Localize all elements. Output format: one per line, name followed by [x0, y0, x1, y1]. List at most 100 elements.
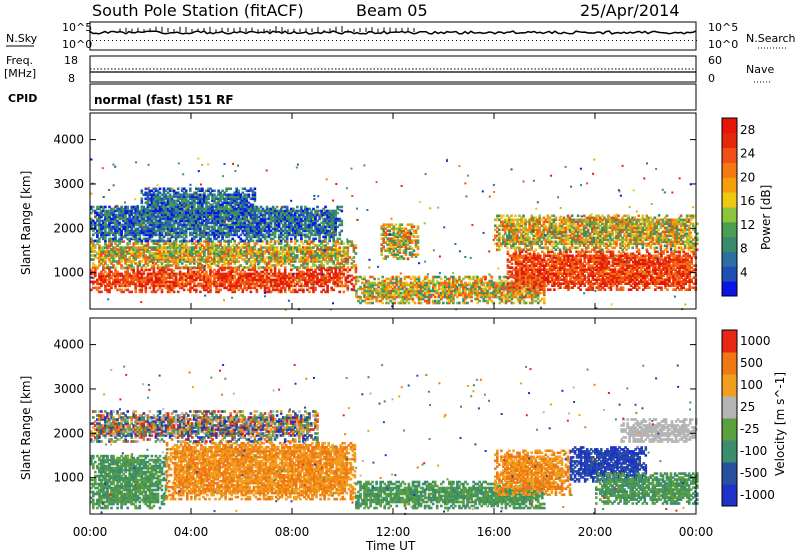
- heatmap-cell: [108, 282, 111, 286]
- heatmap-cell: [156, 280, 160, 284]
- heatmap-cell: [308, 290, 311, 294]
- nsearch-dot: [196, 40, 197, 41]
- heatmap-cell: [227, 278, 230, 282]
- heatmap-cell: [124, 254, 127, 257]
- heatmap-cell: [120, 272, 123, 276]
- nsearch-dot: [312, 40, 313, 41]
- heatmap-cell: [231, 274, 234, 278]
- heatmap-cell: [98, 250, 101, 253]
- heatmap-cell: [251, 266, 255, 270]
- heatmap-cell: [269, 282, 273, 286]
- heatmap-cell: [199, 264, 202, 267]
- heatmap-cell: [150, 260, 154, 263]
- heatmap-cell: [144, 278, 148, 282]
- heatmap-cell: [221, 217, 224, 220]
- heatmap-cell: [166, 264, 170, 267]
- heatmap-cell: [316, 276, 319, 280]
- heatmap-cell: [124, 272, 127, 276]
- heatmap-cell: [104, 258, 107, 261]
- heatmap-cell: [187, 240, 190, 243]
- heatmap-cell: [166, 290, 170, 294]
- nsearch-dot: [264, 40, 265, 41]
- heatmap-cell: [294, 290, 297, 294]
- heatmap-cell: [241, 278, 245, 282]
- heatmap-cell: [144, 288, 148, 292]
- heatmap-cell: [381, 275, 384, 279]
- heatmap-cell: [193, 280, 196, 284]
- heatmap-cell: [195, 266, 198, 270]
- heatmap-cell: [318, 280, 321, 284]
- heatmap-cell: [283, 270, 287, 274]
- heatmap-cell: [241, 276, 245, 280]
- heatmap-cell: [233, 282, 236, 286]
- heatmap-cell: [138, 278, 142, 282]
- heatmap-cell: [269, 268, 273, 272]
- heatmap-cell: [283, 272, 287, 276]
- heatmap-cell: [104, 250, 107, 253]
- heatmap-cell: [193, 262, 196, 265]
- heatmap-cell: [332, 276, 335, 280]
- heatmap-cell: [277, 284, 281, 288]
- nsearch-dot: [620, 40, 621, 41]
- heatmap-cell: [94, 250, 97, 253]
- heatmap-cell: [162, 248, 166, 251]
- heatmap-cell: [124, 258, 127, 261]
- heatmap-cell: [92, 266, 95, 269]
- heatmap-cell: [277, 272, 281, 276]
- heatmap-cell: [205, 262, 208, 265]
- heatmap-cell: [110, 284, 113, 288]
- heatmap-cell: [108, 270, 111, 274]
- heatmap-cell: [166, 284, 170, 288]
- heatmap-cell: [205, 242, 208, 245]
- nave-label: Nave: [746, 63, 774, 76]
- heatmap-cell: [156, 274, 160, 278]
- heatmap-cell: [178, 286, 182, 290]
- heatmap-cell: [199, 254, 202, 257]
- heatmap-cell: [312, 272, 315, 276]
- heatmap-cell: [134, 256, 137, 259]
- heatmap-cell: [138, 262, 142, 265]
- heatmap-cell: [142, 284, 146, 288]
- heatmap-cell: [180, 282, 184, 286]
- heatmap-cell: [132, 256, 135, 259]
- heatmap-cell: [132, 252, 135, 255]
- heatmap-cell: [197, 284, 200, 288]
- heatmap-cell: [160, 268, 164, 272]
- heatmap-cell: [288, 286, 291, 290]
- heatmap-cell: [158, 256, 162, 259]
- heatmap-cell: [199, 252, 202, 255]
- heatmap-cell: [182, 258, 186, 261]
- nsearch-dot: [248, 40, 249, 41]
- heatmap-cell: [265, 290, 269, 294]
- heatmap-cell: [229, 266, 232, 269]
- heatmap-cell: [199, 278, 202, 282]
- heatmap-cell: [162, 252, 166, 255]
- heatmap-cell: [174, 272, 178, 276]
- heatmap-cell: [92, 264, 95, 267]
- heatmap-cell: [120, 256, 123, 259]
- heatmap-cell: [332, 288, 335, 292]
- heatmap-cell: [180, 272, 184, 276]
- heatmap-cell: [265, 268, 269, 272]
- heatmap-cell: [118, 256, 121, 259]
- heatmap-cell: [310, 278, 313, 282]
- heatmap-cell: [176, 272, 180, 276]
- heatmap-cell: [257, 276, 261, 280]
- heatmap-cell: [104, 256, 107, 259]
- nsearch-dot: [128, 40, 129, 41]
- heatmap-cell: [104, 244, 107, 247]
- nsearch-dot: [296, 40, 297, 41]
- heatmap-cell: [275, 205, 279, 209]
- heatmap-cell: [100, 246, 103, 249]
- heatmap-cell: [346, 266, 350, 269]
- nsearch-dot: [628, 40, 629, 41]
- nsearch-dot: [268, 40, 269, 41]
- heatmap-cell: [162, 266, 166, 269]
- heatmap-cell: [275, 288, 279, 292]
- heatmap-cell: [110, 270, 113, 274]
- heatmap-cell: [106, 264, 109, 267]
- nsearch-dot: [432, 40, 433, 41]
- heatmap-cell: [251, 239, 255, 243]
- nsearch-dot: [428, 40, 429, 41]
- heatmap-cell: [146, 264, 150, 267]
